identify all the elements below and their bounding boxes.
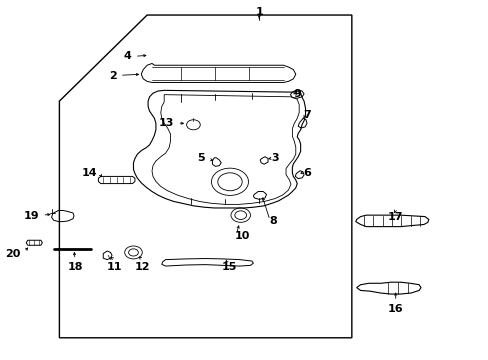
Text: 15: 15 [221, 262, 236, 273]
Text: 20: 20 [5, 248, 20, 258]
Text: 10: 10 [234, 231, 250, 240]
Text: 8: 8 [268, 216, 276, 226]
Text: 17: 17 [387, 212, 403, 222]
Text: 11: 11 [106, 262, 122, 273]
Text: 4: 4 [123, 51, 131, 61]
Text: 18: 18 [67, 262, 82, 273]
Text: 19: 19 [23, 211, 39, 221]
Text: 6: 6 [303, 168, 310, 178]
Text: 12: 12 [134, 262, 150, 273]
Text: 16: 16 [387, 304, 403, 314]
Text: 5: 5 [197, 153, 204, 163]
Text: 14: 14 [81, 168, 97, 178]
Text: 9: 9 [293, 89, 301, 99]
Text: 3: 3 [271, 153, 279, 163]
Text: 2: 2 [109, 71, 117, 81]
Text: 7: 7 [303, 111, 310, 121]
Text: 13: 13 [158, 118, 174, 128]
Text: 1: 1 [255, 7, 263, 17]
